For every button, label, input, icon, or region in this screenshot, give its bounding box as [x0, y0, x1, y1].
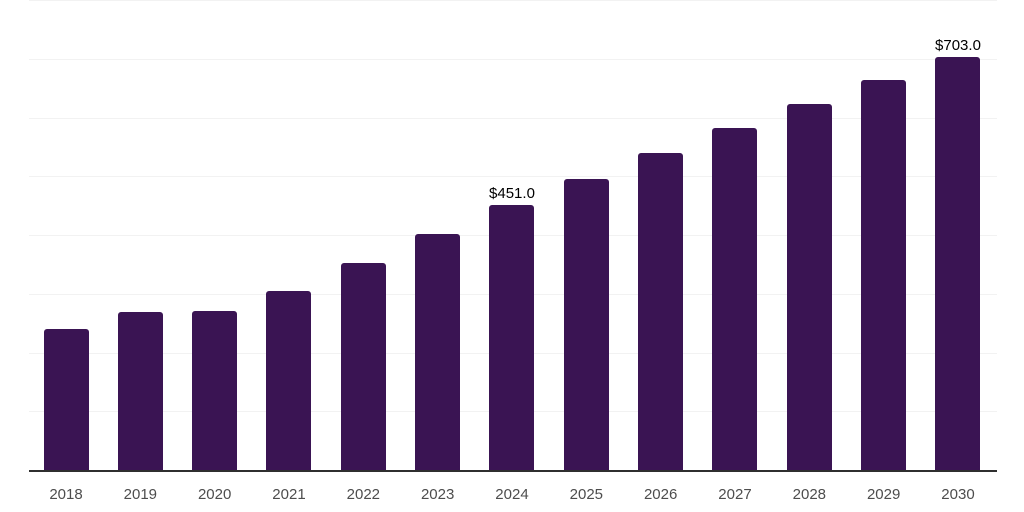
- bar-2022: [340, 263, 386, 470]
- bar-2029: [861, 79, 907, 470]
- bar-2027: [712, 128, 758, 470]
- x-tick-label: 2030: [941, 486, 975, 503]
- data-label: $703.0: [935, 36, 981, 54]
- bar-2024: [489, 205, 535, 470]
- bar-2020: [192, 311, 238, 470]
- x-tick-label: 2018: [49, 486, 83, 503]
- bar-2021: [266, 290, 312, 470]
- x-tick-label: 2028: [792, 486, 827, 503]
- x-tick-label: 2019: [123, 486, 158, 503]
- gridline: [29, 118, 997, 119]
- x-tick-label: 2027: [718, 486, 752, 503]
- x-tick-label: 2021: [272, 486, 306, 503]
- x-tick-label: 2025: [569, 486, 604, 503]
- bar-2019: [117, 311, 163, 470]
- x-axis-line: [29, 470, 997, 472]
- bar-2030: [935, 56, 981, 470]
- data-label: $451.0: [489, 185, 535, 203]
- bar-2023: [415, 233, 461, 470]
- bar-2026: [638, 152, 684, 470]
- gridline: [29, 0, 997, 1]
- x-tick-label: 2020: [197, 486, 232, 503]
- x-tick-label: 2026: [643, 486, 678, 503]
- bar-2028: [786, 103, 832, 470]
- plot-area: 2018 2019 2020 2021 2022 2023 2024 2025 2026 2027…: [29, 0, 997, 512]
- bar-2025: [563, 179, 609, 470]
- x-tick-label: 2029: [866, 486, 901, 503]
- x-tick-label: 2022: [346, 486, 381, 503]
- bar-2018: [43, 329, 89, 470]
- x-tick-label: 2023: [420, 486, 455, 503]
- gridline: [29, 59, 997, 60]
- gridline: [29, 176, 997, 177]
- x-tick-label: 2024: [495, 486, 529, 503]
